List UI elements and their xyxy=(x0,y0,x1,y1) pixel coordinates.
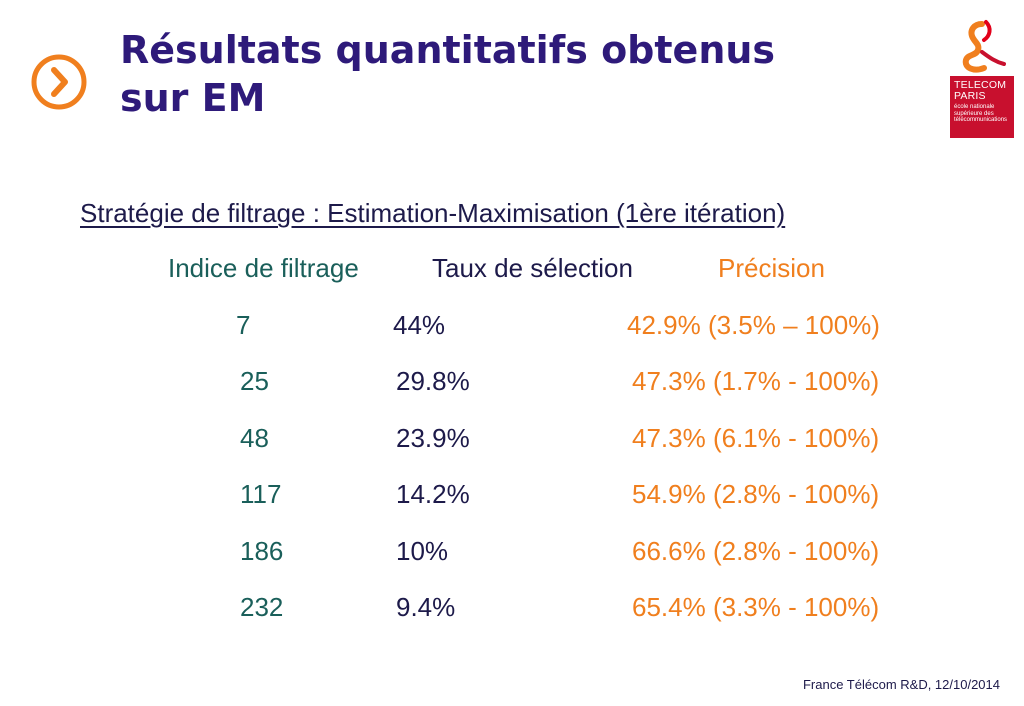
row-5-taux: 10% xyxy=(396,536,449,566)
header-taux: Taux de sélection xyxy=(432,253,633,283)
logo-small-line1: école nationale xyxy=(954,104,995,110)
row-5-indice: 186 xyxy=(240,536,284,566)
strategy-subtitle: Stratégie de filtrage : Estimation-Maxim… xyxy=(80,198,786,228)
slide-title-line1: Résultats quantitatifs obtenus xyxy=(120,28,776,72)
footer-credit: France Télécom R&D, 12/10/2014 xyxy=(802,677,1000,692)
row-6-indice: 232 xyxy=(240,592,284,622)
ampersand-logo-icon xyxy=(962,20,1006,73)
row-3-taux: 23.9% xyxy=(396,423,470,453)
logo-red-box: TELECOM PARIS école nationale supérieure… xyxy=(950,76,1014,138)
row-6-precision: 65.4% (3.3% - 100%) xyxy=(632,592,880,622)
logo-brand-line2: PARIS xyxy=(954,90,986,102)
logo-brand-line1: TELECOM xyxy=(954,79,1007,91)
row-1-taux: 44% xyxy=(393,310,446,340)
row-4-indice: 117 xyxy=(240,479,282,509)
slide-title: Résultats quantitatifs obtenus sur EM xyxy=(120,26,920,122)
logo-small-line2: supérieure des xyxy=(954,110,994,117)
row-4-taux: 14.2% xyxy=(396,479,470,509)
header-indice: Indice de filtrage xyxy=(168,253,359,283)
row-4-precision: 54.9% (2.8% - 100%) xyxy=(632,479,880,509)
slide-title-line2: sur EM xyxy=(120,76,266,120)
next-slide-icon[interactable] xyxy=(30,53,88,111)
row-2-precision: 47.3% (1.7% - 100%) xyxy=(632,366,880,396)
row-5-precision: 66.6% (2.8% - 100%) xyxy=(632,536,880,566)
logo-small-line3: télécommunications xyxy=(954,117,1008,124)
telecom-paris-logo: TELECOM PARIS école nationale supérieure… xyxy=(950,18,1016,138)
row-2-taux: 29.8% xyxy=(396,366,470,396)
row-3-indice: 48 xyxy=(240,423,269,453)
row-1-indice: 7 xyxy=(236,310,251,340)
row-2-indice: 25 xyxy=(240,366,269,396)
row-1-precision: 42.9% (3.5% – 100%) xyxy=(627,310,880,340)
row-3-precision: 47.3% (6.1% - 100%) xyxy=(632,423,880,453)
row-6-taux: 9.4% xyxy=(396,592,456,622)
header-precision: Précision xyxy=(718,253,825,283)
